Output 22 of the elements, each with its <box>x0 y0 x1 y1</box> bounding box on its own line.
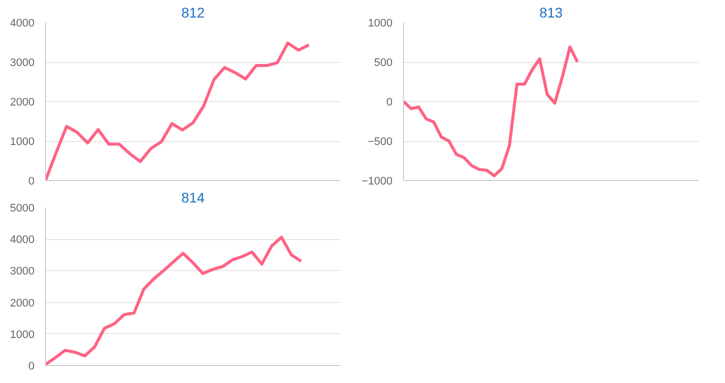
y-tick-label: 4000 <box>10 18 35 30</box>
chart-title: 813 <box>539 4 563 20</box>
y-tick-label: 5000 <box>10 202 35 214</box>
chart-title: 812 <box>181 4 205 20</box>
chart-title: 814 <box>181 190 205 206</box>
y-tick-label: 3000 <box>10 57 35 69</box>
y-tick-label: 2000 <box>10 297 35 310</box>
y-tick-label: 1000 <box>10 328 35 341</box>
y-tick-label: 500 <box>374 57 393 69</box>
y-tick-label: −500 <box>368 136 393 148</box>
line-series <box>46 236 303 366</box>
y-tick-label: 0 <box>386 96 393 108</box>
y-tick-label: 3000 <box>10 266 35 278</box>
y-tick-label: 4000 <box>10 234 35 246</box>
y-tick-label: −1000 <box>362 176 393 188</box>
y-tick-label: 1000 <box>10 136 35 148</box>
y-tick-label: 0 <box>28 360 35 372</box>
line-series <box>46 42 310 180</box>
y-tick-label: 0 <box>28 176 35 188</box>
y-tick-label: 1000 <box>368 18 393 30</box>
y-tick-label: 2000 <box>10 96 35 108</box>
line-series <box>404 45 579 178</box>
